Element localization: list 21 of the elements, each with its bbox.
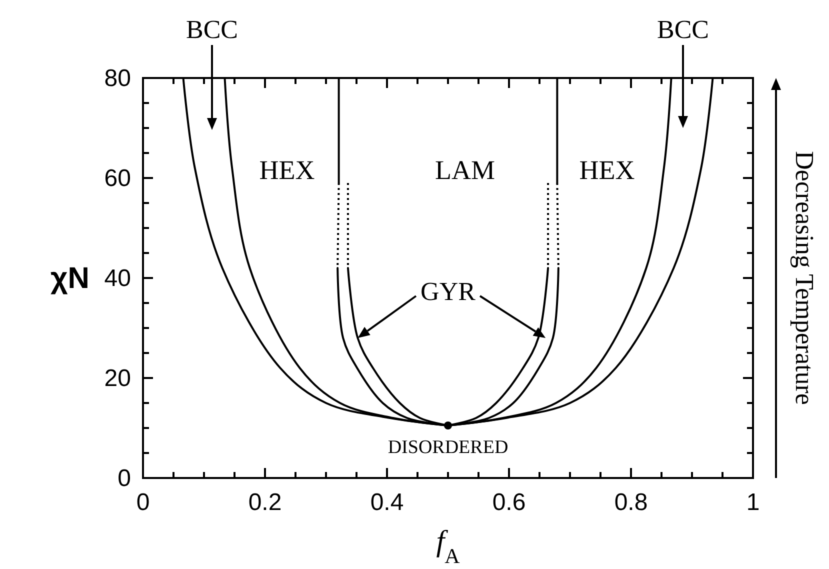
x-axis-title: f$_{A}$ — [436, 525, 461, 568]
annotation: DISORDERED — [388, 437, 508, 458]
annotation: GYR — [420, 277, 476, 306]
x-tick-label: 1 — [746, 489, 760, 516]
text: Decreasing Temperature — [790, 151, 819, 405]
x-tick-label: 0.4 — [370, 489, 404, 516]
y-tick-label: 60 — [104, 165, 131, 192]
text: BCC — [656, 15, 710, 44]
annotation: HEX — [259, 155, 316, 185]
y-tick-label: 40 — [104, 265, 131, 292]
annotation: HEX — [579, 155, 636, 185]
y-tick-label: 20 — [104, 365, 131, 392]
y-tick-label: 80 — [104, 65, 131, 92]
y-axis-title: χN — [50, 262, 90, 295]
x-tick-label: 0.6 — [492, 489, 526, 516]
annotation: LAM — [435, 155, 495, 185]
x-tick-label: 0.2 — [248, 489, 282, 516]
x-tick-label: 0 — [136, 489, 150, 516]
x-tick-label: 0.8 — [614, 489, 648, 516]
y-tick-label: 0 — [118, 465, 131, 492]
text: BCC — [186, 15, 238, 44]
